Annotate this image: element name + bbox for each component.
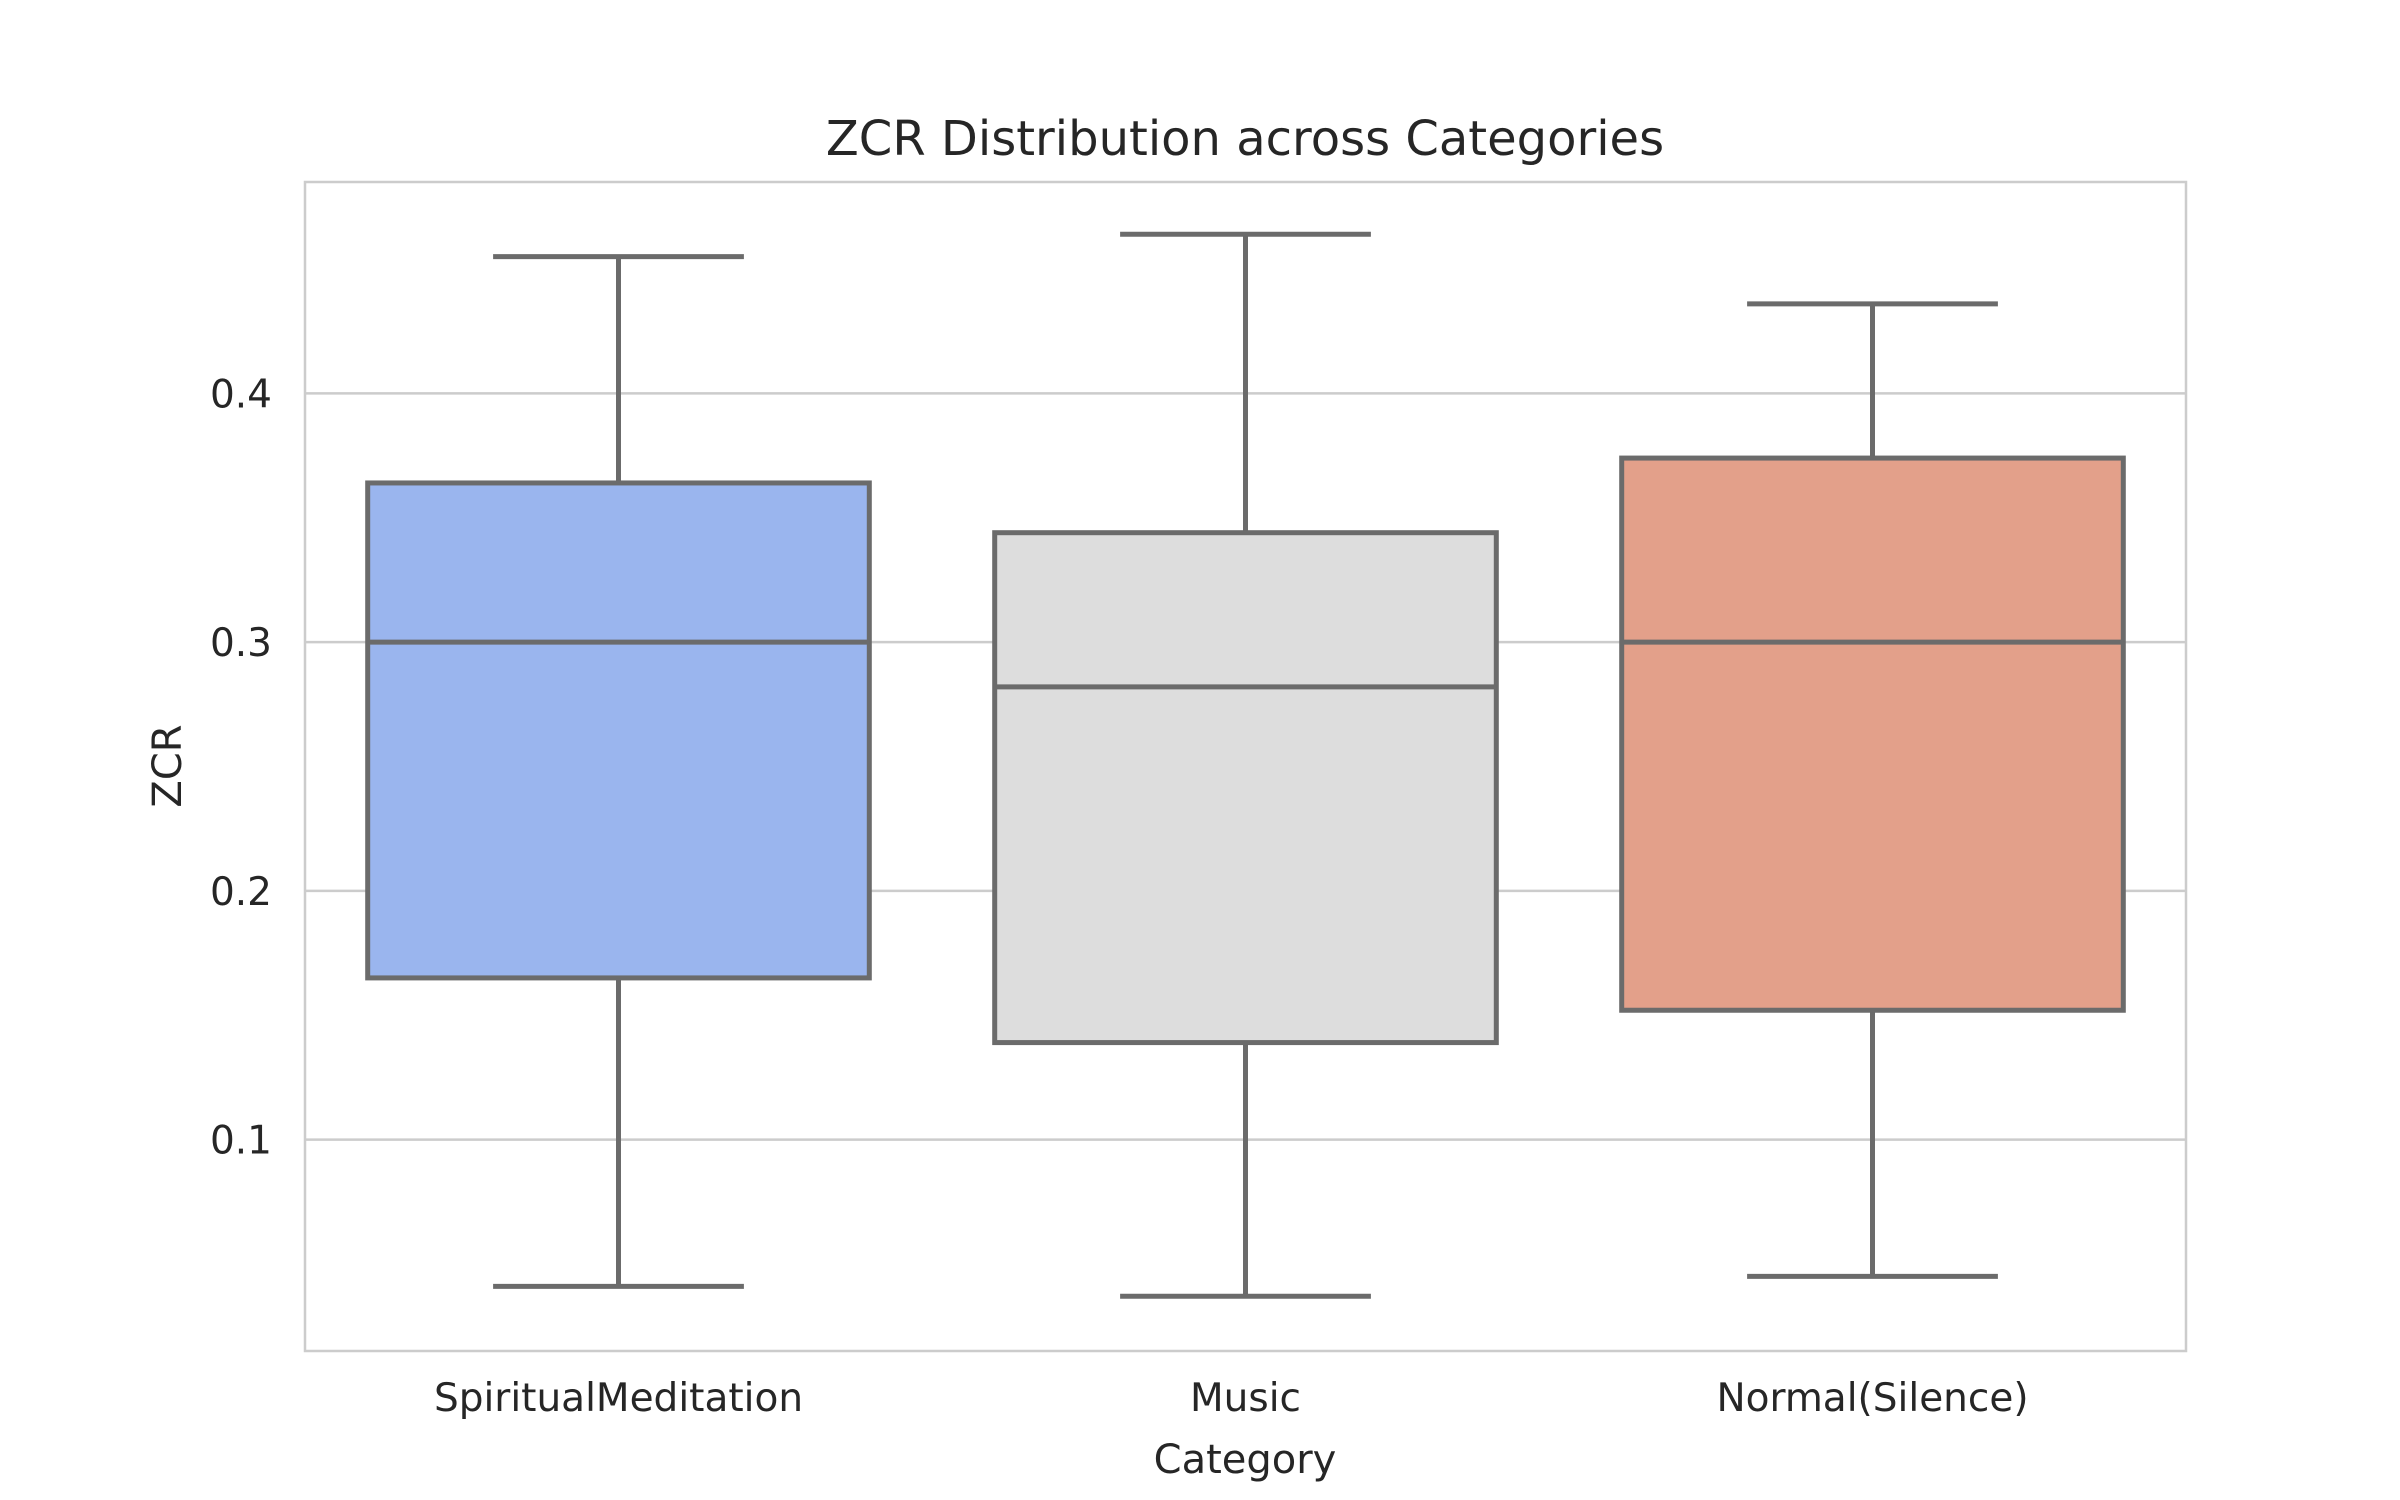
box-iqr <box>992 530 1499 1046</box>
y-tick-label: 0.1 <box>210 1119 272 1164</box>
x-tick-labels: SpiritualMeditation Music Normal(Silence) <box>434 1376 2029 1421</box>
y-tick-label: 0.2 <box>210 870 272 915</box>
box-iqr <box>365 480 872 981</box>
box-iqr <box>1619 455 2126 1013</box>
box-plot <box>365 254 872 1289</box>
box-plots <box>365 231 2126 1299</box>
x-tick-label: Music <box>1190 1376 1301 1421</box>
box-plot <box>1619 301 2126 1279</box>
x-axis-label: Category <box>1154 1437 1337 1483</box>
y-tick-labels: 0.1 0.2 0.3 0.4 <box>210 372 272 1163</box>
plot-frame <box>303 180 2188 1353</box>
y-tick-label: 0.4 <box>210 372 272 417</box>
box-plot <box>992 231 1499 1299</box>
x-tick-label: SpiritualMeditation <box>434 1376 803 1421</box>
chart-title: ZCR Distribution across Categories <box>826 111 1664 167</box>
x-tick-label: Normal(Silence) <box>1716 1376 2028 1421</box>
y-axis-label: ZCR <box>145 724 191 807</box>
y-tick-label: 0.3 <box>210 621 272 666</box>
